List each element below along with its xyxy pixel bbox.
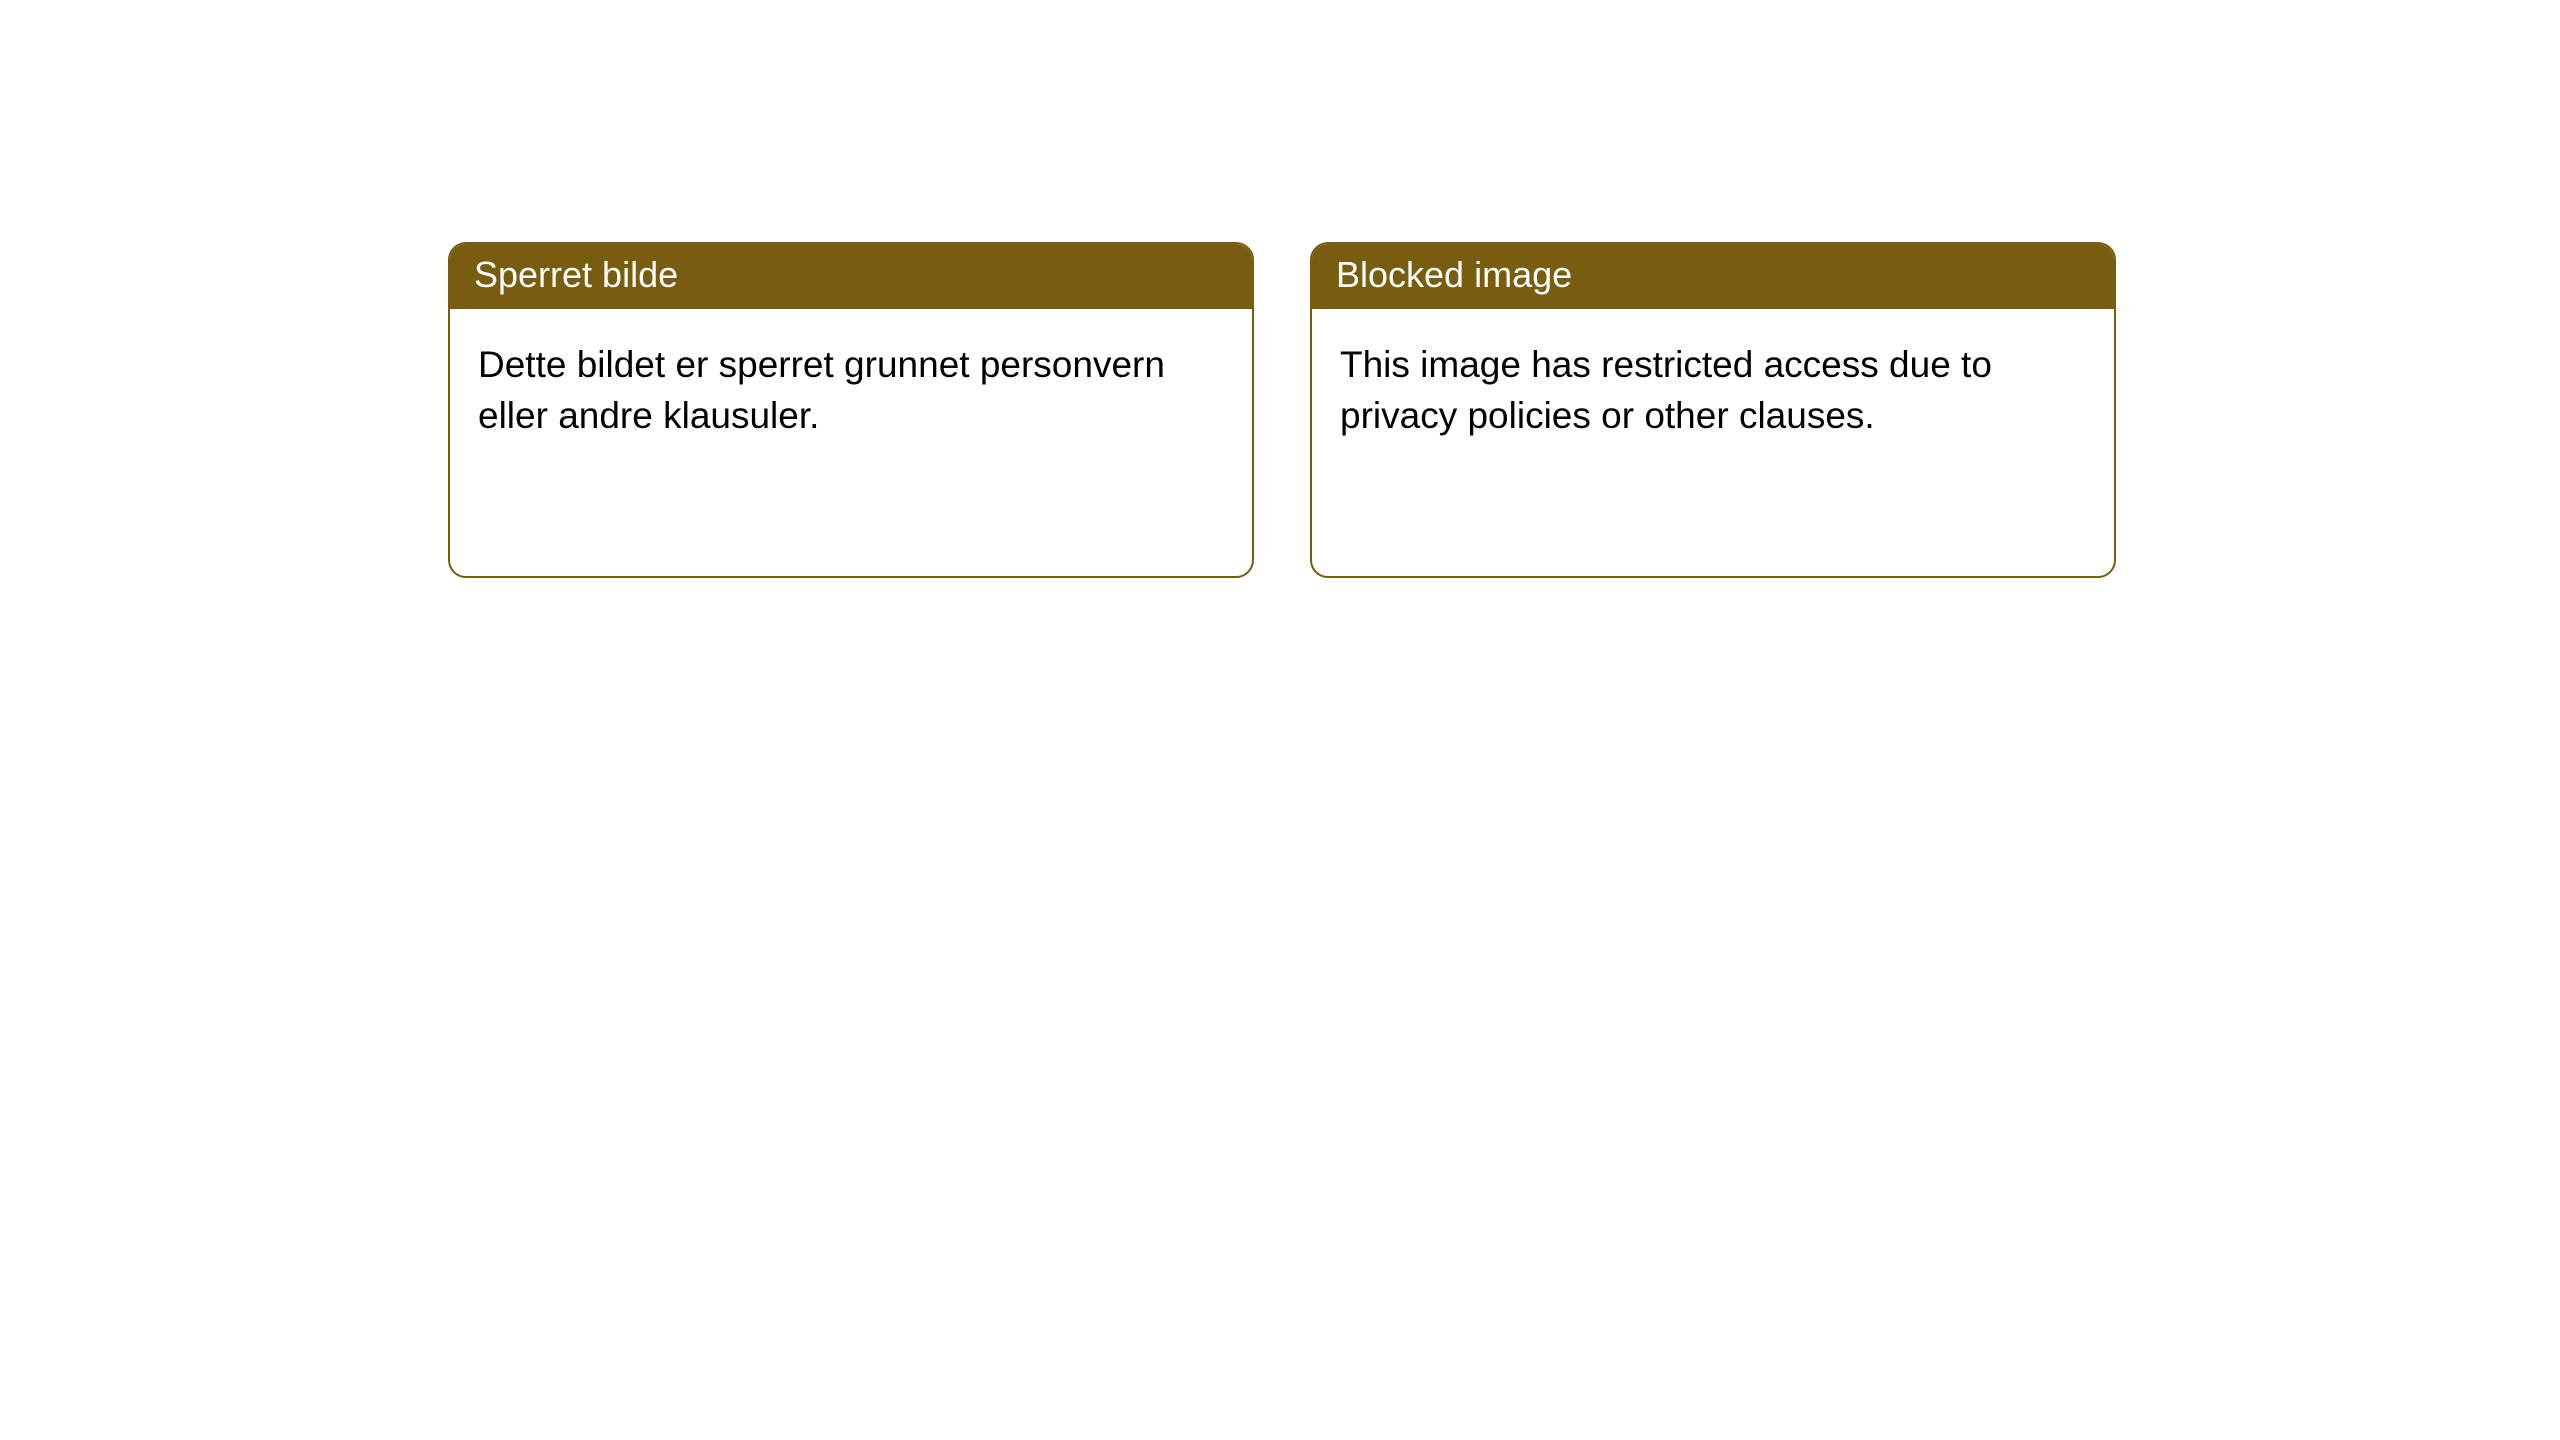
blocked-image-card-no: Sperret bilde Dette bildet er sperret gr… xyxy=(448,242,1254,578)
blocked-image-card-en: Blocked image This image has restricted … xyxy=(1310,242,2116,578)
card-body-en: This image has restricted access due to … xyxy=(1312,309,2114,471)
card-body-no: Dette bildet er sperret grunnet personve… xyxy=(450,309,1252,471)
cards-container: Sperret bilde Dette bildet er sperret gr… xyxy=(0,0,2560,578)
card-header-en: Blocked image xyxy=(1312,244,2114,309)
card-header-no: Sperret bilde xyxy=(450,244,1252,309)
